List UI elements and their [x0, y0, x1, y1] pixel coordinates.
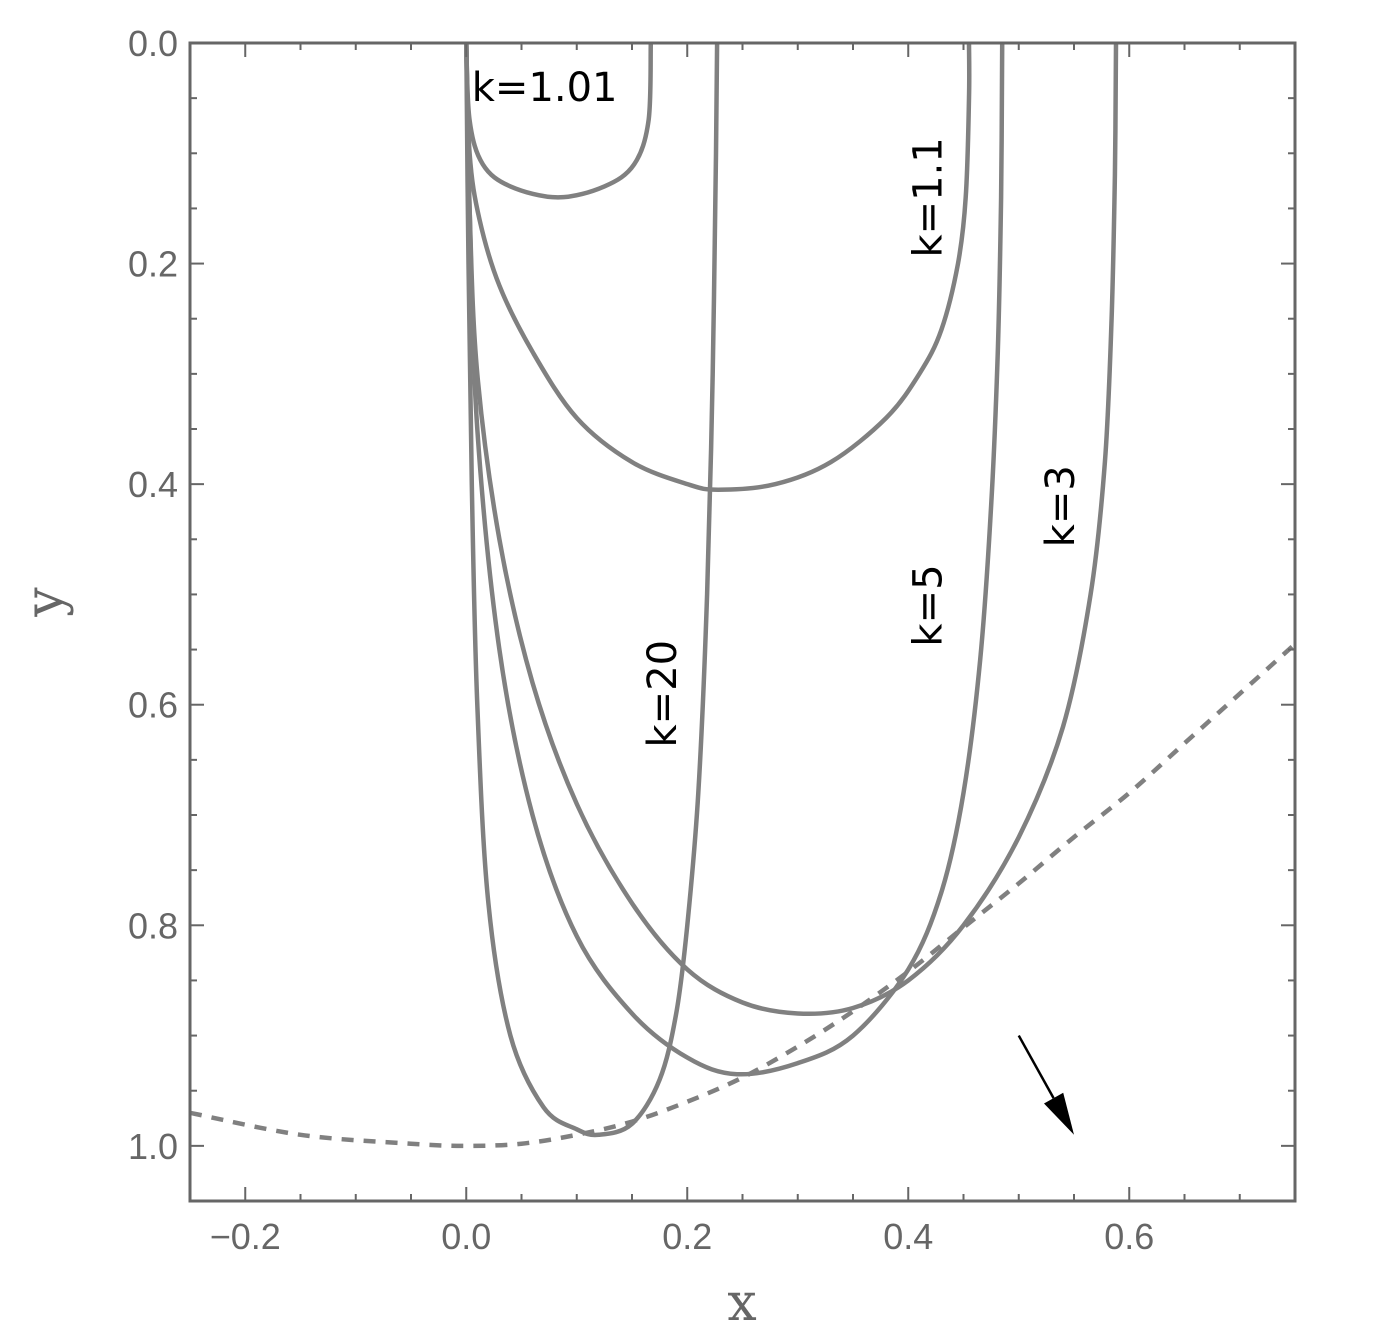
x-tick-label: −0.2: [210, 1216, 281, 1257]
curve-label: k=1.01: [472, 65, 618, 111]
series-k-3-line: [464, 43, 1119, 1017]
series-k-20-line: [464, 43, 720, 1138]
series-k-5-line: [464, 43, 1005, 1077]
curve-label: k=1.1: [905, 137, 951, 257]
series-k-1-1-line: [464, 43, 972, 492]
y-tick-label: 0.0: [128, 23, 178, 64]
y-tick-label: 1.0: [128, 1126, 178, 1167]
arrow-shaft: [1017, 1034, 1055, 1099]
tick-layer: [189, 42, 1296, 1202]
plot-frame: [188, 41, 1297, 1203]
x-tick-label: 0.2: [662, 1216, 712, 1257]
x-tick-label: 0.0: [441, 1216, 491, 1257]
x-axis-label: x: [727, 1273, 756, 1333]
y-tick-label: 0.2: [128, 244, 178, 285]
curve-label: k=3: [1038, 465, 1084, 547]
series-reference-dashed-line: [190, 642, 1295, 1149]
arrow-head: [1044, 1092, 1074, 1135]
curve-layer: [190, 43, 1295, 1149]
y-tick-label: 0.4: [128, 464, 178, 505]
y-tick-label: 0.8: [128, 905, 178, 946]
y-tick-label: 0.6: [128, 685, 178, 726]
y-axis-label: y: [15, 587, 75, 618]
curve-label: k=20: [640, 640, 686, 748]
label-layer: −0.2 0.0 0.2 0.4 0.6 0.0 0.2 0.4 0.6 0.8 1.0 k=1.01…: [128, 23, 1154, 1257]
curve-label: k=5: [905, 564, 951, 646]
x-tick-label: 0.4: [883, 1216, 933, 1257]
series-k-1-01-line: [464, 43, 654, 200]
x-tick-label: 0.6: [1104, 1216, 1154, 1257]
